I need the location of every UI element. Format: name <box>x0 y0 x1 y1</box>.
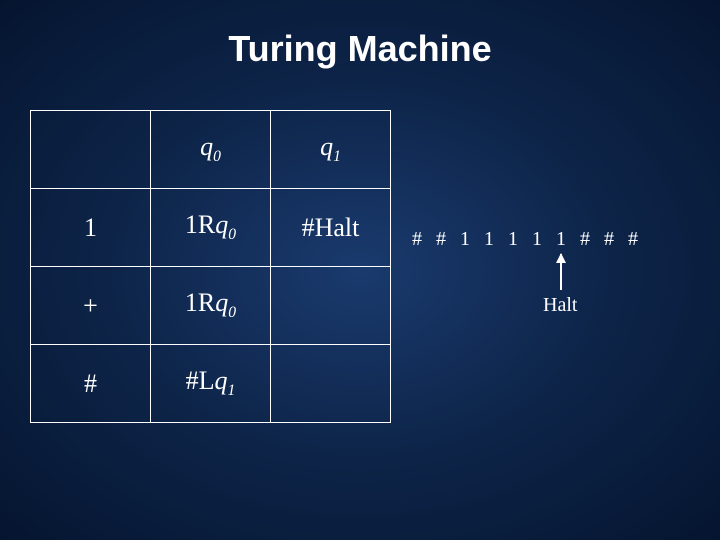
cell-1-q1: #Halt <box>271 189 391 267</box>
tape-cell: 1 <box>531 228 543 251</box>
cell-hash-q0: #Lq1 <box>151 345 271 423</box>
tape-cell: # <box>411 228 423 251</box>
tape: ##11111### <box>411 228 639 251</box>
tape-cell: 1 <box>555 228 567 251</box>
tape-cell: # <box>603 228 615 251</box>
col-header-q0: q0 <box>151 111 271 189</box>
cell-1-q0: 1Rq0 <box>151 189 271 267</box>
tape-cell: # <box>435 228 447 251</box>
tape-cell: 1 <box>483 228 495 251</box>
table-header-row: q0 q1 <box>31 111 391 189</box>
row-header-hash: # <box>31 345 151 423</box>
tape-cell: 1 <box>459 228 471 251</box>
head-label: Halt <box>543 294 577 317</box>
content-area: q0 q1 1 1Rq0 #Halt + 1Rq0 # #Lq1 <box>0 70 720 423</box>
tape-cell: 1 <box>507 228 519 251</box>
tape-cell: # <box>579 228 591 251</box>
cell-plus-q1 <box>271 267 391 345</box>
head-arrow <box>560 254 562 290</box>
tape-cell: # <box>627 228 639 251</box>
col-header-q1: q1 <box>271 111 391 189</box>
transition-table: q0 q1 1 1Rq0 #Halt + 1Rq0 # #Lq1 <box>30 110 391 423</box>
slide-title: Turing Machine <box>0 0 720 70</box>
table-row: 1 1Rq0 #Halt <box>31 189 391 267</box>
tape-area: ##11111### Halt <box>411 228 639 251</box>
row-header-plus: + <box>31 267 151 345</box>
cell-hash-q1 <box>271 345 391 423</box>
table-row: # #Lq1 <box>31 345 391 423</box>
cell-plus-q0: 1Rq0 <box>151 267 271 345</box>
table-corner-cell <box>31 111 151 189</box>
table-row: + 1Rq0 <box>31 267 391 345</box>
row-header-1: 1 <box>31 189 151 267</box>
